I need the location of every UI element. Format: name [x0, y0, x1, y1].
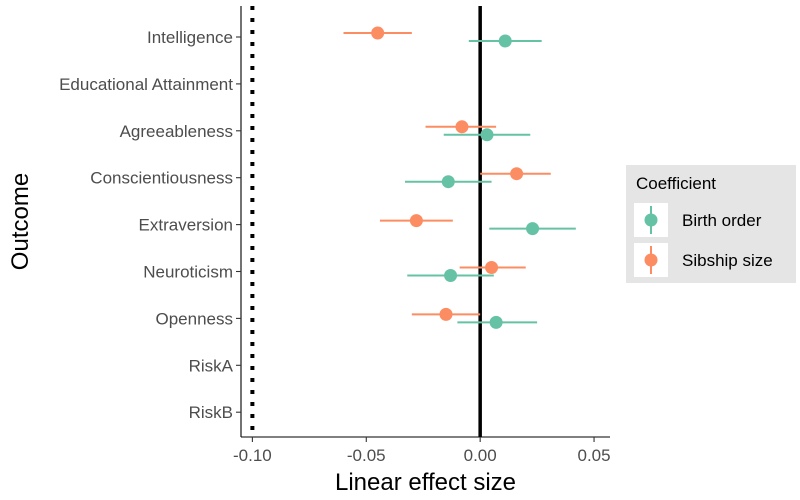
point-sibship-size-extraversion — [409, 214, 423, 228]
legend-title: Coefficient — [636, 174, 716, 193]
axes: Intelligence Educational Attainment Agreea… — [7, 6, 611, 496]
point-birth-order-conscientiousness — [441, 175, 455, 189]
series-sibship-size — [343, 26, 551, 321]
plot-panel — [250, 6, 576, 437]
y-tick-label-riskb: RiskB — [189, 403, 233, 422]
y-tick-label-openness: Openness — [156, 309, 234, 328]
point-birth-order-extraversion — [526, 222, 540, 236]
point-sibship-size-neuroticism — [485, 261, 499, 274]
point-birth-order-agreeableness — [480, 128, 494, 142]
y-tick-label-educational-attainment: Educational Attainment — [59, 75, 233, 94]
point-sibship-size-intelligence — [371, 26, 385, 40]
y-tick-label-extraversion: Extraversion — [139, 216, 233, 235]
x-tick-label: 0.00 — [464, 446, 497, 465]
x-tick-label: -0.05 — [347, 446, 386, 465]
y-tick-label-conscientiousness: Conscientiousness — [90, 169, 233, 188]
y-tick-label-neuroticism: Neuroticism — [143, 263, 233, 282]
y-axis-title: Outcome — [7, 173, 34, 270]
legend-label-birth-order: Birth order — [682, 211, 762, 230]
point-birth-order-openness — [489, 315, 503, 329]
legend-label-sibship-size: Sibship size — [682, 251, 773, 270]
point-sibship-size-openness — [439, 307, 453, 321]
x-tick-label: 0.05 — [578, 446, 611, 465]
legend-key-point — [644, 213, 658, 227]
x-tick-label: -0.10 — [233, 446, 272, 465]
point-sibship-size-conscientiousness — [510, 167, 524, 181]
point-birth-order-intelligence — [498, 34, 512, 48]
y-tick-label-intelligence: Intelligence — [147, 28, 233, 47]
point-sibship-size-agreeableness — [455, 120, 469, 134]
y-tick-label-riska: RiskA — [189, 356, 234, 375]
legend: Coefficient Birth order Sibship size — [626, 165, 796, 283]
point-birth-order-neuroticism — [444, 269, 458, 282]
series-birth-order — [405, 34, 576, 329]
y-tick-label-agreeableness: Agreeableness — [120, 122, 233, 141]
x-axis-title: Linear effect size — [335, 469, 516, 496]
legend-key-point — [644, 253, 658, 267]
